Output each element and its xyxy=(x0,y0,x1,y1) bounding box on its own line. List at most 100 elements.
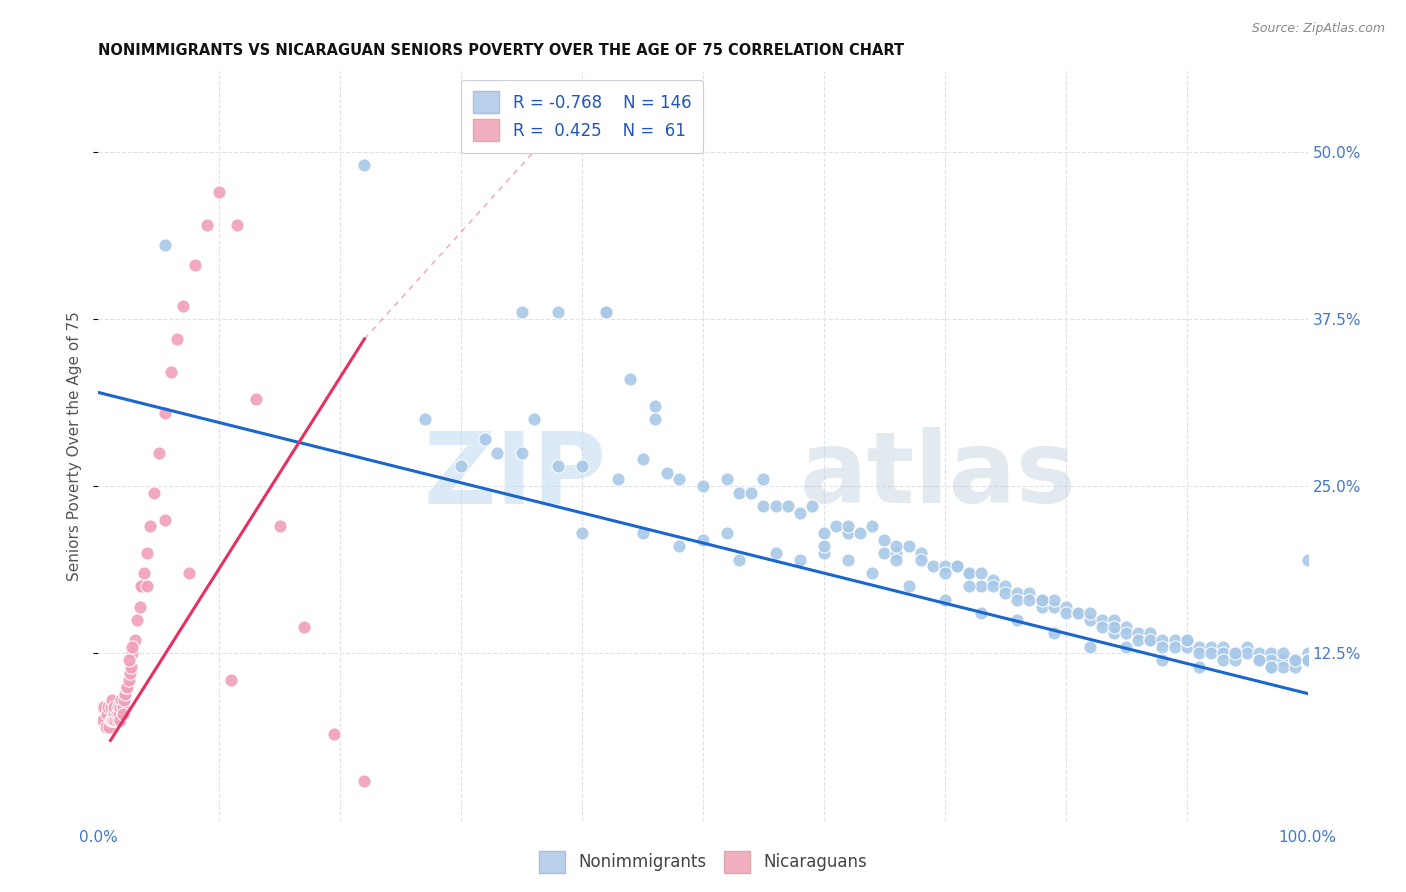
Point xyxy=(226,219,249,233)
Point xyxy=(108,714,131,728)
Point xyxy=(631,526,654,541)
Point xyxy=(110,693,132,707)
Point xyxy=(1007,613,1029,627)
Point xyxy=(1199,646,1222,660)
Point xyxy=(752,500,775,514)
Point xyxy=(752,473,775,487)
Point xyxy=(100,714,122,728)
Point xyxy=(474,433,496,447)
Point xyxy=(112,693,135,707)
Point xyxy=(139,519,162,533)
Point xyxy=(94,720,117,734)
Point xyxy=(765,546,787,560)
Point xyxy=(195,219,218,233)
Point xyxy=(740,486,762,500)
Point xyxy=(353,158,375,172)
Point xyxy=(1284,653,1306,667)
Point xyxy=(1054,599,1077,614)
Point xyxy=(103,699,125,714)
Point xyxy=(910,546,932,560)
Point xyxy=(121,640,143,654)
Point xyxy=(97,699,120,714)
Point xyxy=(450,459,472,474)
Point xyxy=(114,687,136,701)
Point xyxy=(1212,646,1234,660)
Point xyxy=(96,706,118,721)
Point xyxy=(1260,660,1282,674)
Point xyxy=(117,680,139,694)
Point xyxy=(1249,653,1271,667)
Point xyxy=(789,553,811,567)
Point xyxy=(1212,640,1234,654)
Point xyxy=(510,446,533,460)
Point xyxy=(619,372,641,386)
Point xyxy=(1007,593,1029,607)
Point xyxy=(1272,646,1295,660)
Point xyxy=(716,473,738,487)
Point xyxy=(208,185,231,199)
Point xyxy=(837,519,859,533)
Point xyxy=(1031,593,1053,607)
Point xyxy=(886,539,908,553)
Point xyxy=(108,706,131,721)
Point xyxy=(1054,607,1077,621)
Point xyxy=(897,539,920,553)
Point xyxy=(873,546,896,560)
Point xyxy=(124,633,146,648)
Point xyxy=(153,513,176,527)
Point xyxy=(111,706,134,721)
Point xyxy=(946,559,969,574)
Point xyxy=(111,699,134,714)
Point xyxy=(994,580,1017,594)
Point xyxy=(957,580,980,594)
Point xyxy=(813,546,835,560)
Point xyxy=(1042,593,1064,607)
Point xyxy=(1018,586,1040,600)
Point xyxy=(172,299,194,313)
Point xyxy=(1007,586,1029,600)
Point xyxy=(131,580,153,594)
Point xyxy=(153,238,176,252)
Point xyxy=(776,500,799,514)
Point xyxy=(1272,660,1295,674)
Point xyxy=(1188,640,1211,654)
Point xyxy=(668,473,690,487)
Point xyxy=(957,566,980,581)
Point xyxy=(1260,660,1282,674)
Point xyxy=(118,666,141,681)
Point xyxy=(655,466,678,480)
Point xyxy=(1091,620,1114,634)
Point xyxy=(1260,646,1282,660)
Point xyxy=(118,653,141,667)
Point xyxy=(970,580,993,594)
Point xyxy=(595,305,617,319)
Point xyxy=(921,559,943,574)
Point xyxy=(100,714,122,728)
Point xyxy=(1284,653,1306,667)
Point xyxy=(886,553,908,567)
Point xyxy=(1115,620,1137,634)
Point xyxy=(1139,633,1161,648)
Point xyxy=(523,412,546,426)
Legend: R = -0.768    N = 146, R =  0.425    N =  61: R = -0.768 N = 146, R = 0.425 N = 61 xyxy=(461,79,703,153)
Point xyxy=(1102,620,1125,634)
Point xyxy=(1128,633,1150,648)
Point xyxy=(160,366,183,380)
Point xyxy=(100,693,122,707)
Point xyxy=(323,726,346,740)
Point xyxy=(103,706,125,721)
Point xyxy=(1102,626,1125,640)
Point xyxy=(886,546,908,560)
Point xyxy=(1175,640,1198,654)
Point xyxy=(129,580,152,594)
Point xyxy=(692,533,714,547)
Point xyxy=(143,486,166,500)
Point xyxy=(135,546,157,560)
Point xyxy=(101,714,124,728)
Point xyxy=(148,446,170,460)
Point xyxy=(93,699,115,714)
Point xyxy=(789,506,811,520)
Point xyxy=(860,566,883,581)
Point xyxy=(1128,626,1150,640)
Point xyxy=(121,646,143,660)
